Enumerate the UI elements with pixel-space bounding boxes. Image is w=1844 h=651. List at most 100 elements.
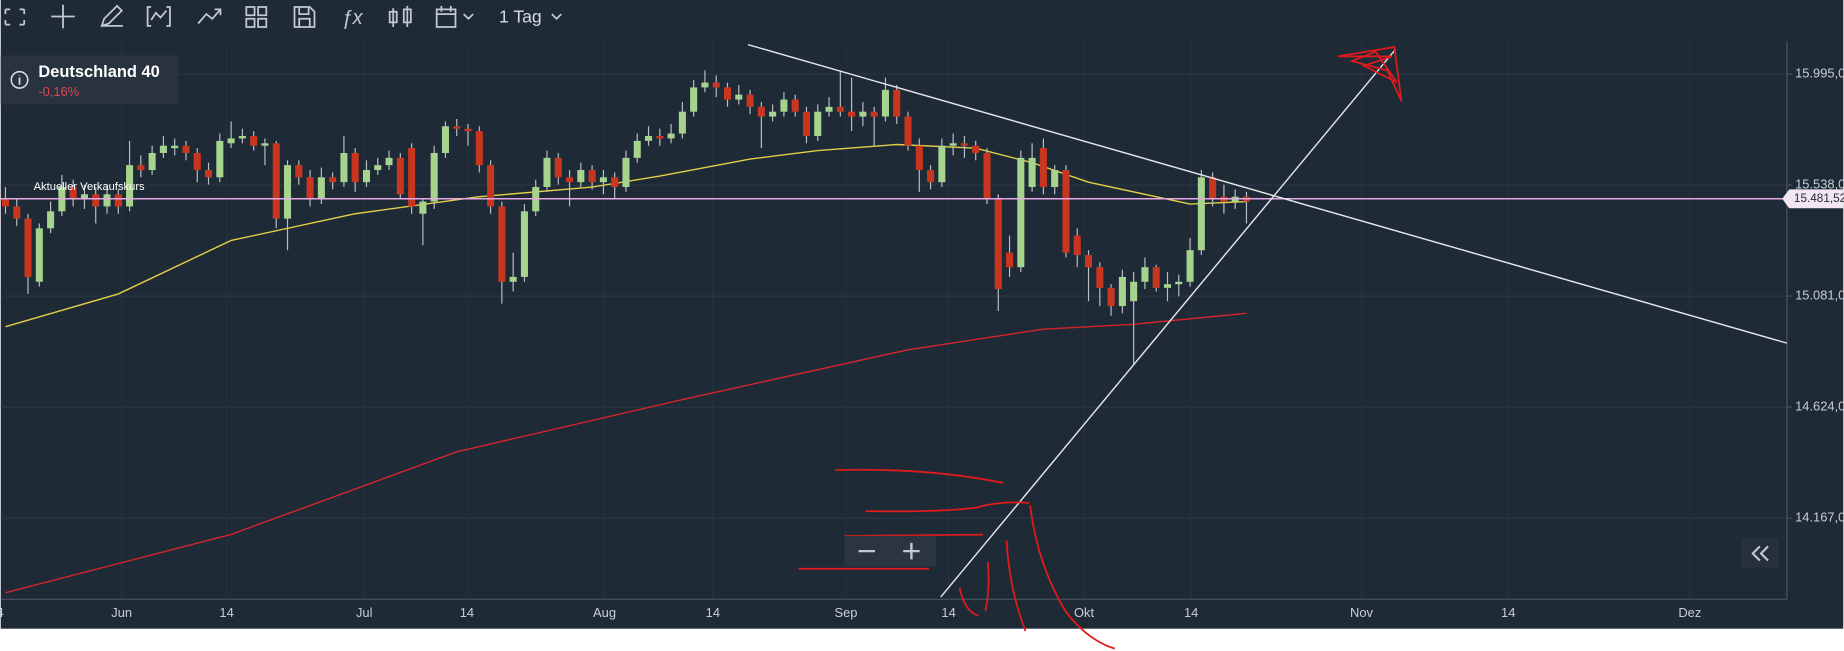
candle-body: [114, 194, 122, 207]
save-icon[interactable]: [293, 6, 316, 28]
function-icon[interactable]: ƒx: [342, 7, 364, 29]
candle-body: [802, 111, 811, 137]
trend-line[interactable]: [940, 48, 1397, 598]
indicator-icon[interactable]: [146, 6, 171, 27]
candle-body: [317, 177, 325, 200]
candle-body: [498, 206, 506, 282]
interval-dropdown[interactable]: [551, 13, 562, 21]
candle-body: [250, 136, 258, 146]
candle-body: [543, 157, 551, 188]
candle-body: [520, 211, 528, 277]
candle-body: [881, 89, 889, 117]
candle-body: [1152, 267, 1160, 288]
candle-body: [487, 165, 495, 207]
calendar-icon[interactable]: [435, 5, 457, 28]
collapse-icon: [1751, 545, 1769, 562]
y-tick-label: 14.167,00: [1795, 510, 1844, 525]
x-tick-label: Jul: [356, 605, 373, 620]
candle-body: [171, 145, 179, 149]
candle-body: [859, 111, 867, 117]
candle-body: [340, 153, 348, 183]
layout-icon[interactable]: [245, 6, 268, 28]
candle-body: [35, 228, 43, 282]
fullscreen-icon[interactable]: [4, 8, 26, 26]
price-tag-label: 15.481,52: [1794, 192, 1844, 205]
candle-body: [690, 87, 698, 112]
candle-body: [780, 99, 788, 112]
candle-body: [723, 87, 732, 100]
candle-body: [836, 106, 844, 112]
candle-body: [645, 136, 653, 141]
scribble: [1337, 45, 1403, 102]
candle-body: [1039, 148, 1047, 188]
x-tick-label: 14: [219, 605, 233, 620]
candle-body: [893, 89, 901, 117]
candle-body: [238, 136, 246, 139]
candle-body: [611, 177, 619, 188]
candle-body: [701, 82, 709, 88]
calendar-dropdown[interactable]: [463, 13, 474, 21]
candle-body: [69, 187, 77, 200]
candle-body: [13, 206, 21, 219]
current-price-caption: Aktueller Verkaufskurs: [34, 181, 145, 193]
candle-body: [972, 145, 980, 154]
candle-body: [938, 145, 946, 183]
candle-body: [1084, 255, 1093, 268]
candle-body: [1175, 281, 1183, 285]
candle-body: [1051, 170, 1059, 188]
candle-body: [667, 133, 675, 139]
candle-body: [80, 194, 88, 200]
crosshair-icon[interactable]: [51, 4, 75, 29]
trend-line[interactable]: [747, 43, 1788, 344]
candle-body: [419, 201, 427, 214]
candle-body: [622, 157, 630, 188]
candle-body: [994, 199, 1002, 290]
candle-body: [870, 111, 878, 117]
candle-body: [757, 106, 765, 117]
candle-body: [261, 143, 269, 146]
candle-body: [385, 157, 393, 166]
scribble: [865, 501, 1030, 513]
candle-body: [159, 145, 167, 154]
candle-body: [374, 165, 382, 171]
zoom-in[interactable]: [903, 542, 920, 560]
candle-body: [453, 126, 461, 129]
freehand-drawing: [798, 45, 1403, 650]
candle-body: [329, 177, 337, 183]
candle-body: [362, 170, 371, 183]
draw-icon[interactable]: [100, 4, 124, 28]
compare-icon[interactable]: [197, 8, 222, 25]
candle-body: [464, 128, 472, 132]
candle-body: [554, 157, 562, 178]
scribble: [835, 468, 1004, 484]
x-tick-label: Jun: [111, 605, 132, 620]
candle-body: [1118, 276, 1126, 307]
candle-body: [1062, 170, 1070, 253]
moving-average-line: [5, 143, 1247, 328]
candle-body: [599, 177, 607, 183]
candle-body: [1096, 267, 1104, 288]
candle-body: [791, 99, 799, 112]
interval-selector[interactable]: 1 Tag: [499, 6, 542, 26]
chart-type-icon[interactable]: [388, 5, 412, 28]
candle-body: [735, 94, 743, 100]
candle-body: [588, 170, 596, 183]
candle-body: [949, 143, 957, 146]
candle-body: [396, 157, 404, 195]
info-icon[interactable]: [10, 70, 29, 89]
scribble: [1005, 540, 1027, 632]
candle-body: [960, 143, 968, 146]
candle-body: [430, 153, 438, 202]
candle-body: [295, 165, 303, 178]
x-tick-label: Okt: [1074, 605, 1094, 620]
candle-body: [1107, 287, 1115, 307]
candle-body: [92, 194, 100, 207]
scribble: [984, 561, 990, 612]
candle-body: [927, 170, 935, 183]
candle-body: [904, 116, 912, 146]
instrument-change: -0,16%: [38, 84, 79, 99]
y-tick-label: 14.624,00: [1795, 399, 1844, 414]
candle-body: [272, 143, 280, 219]
